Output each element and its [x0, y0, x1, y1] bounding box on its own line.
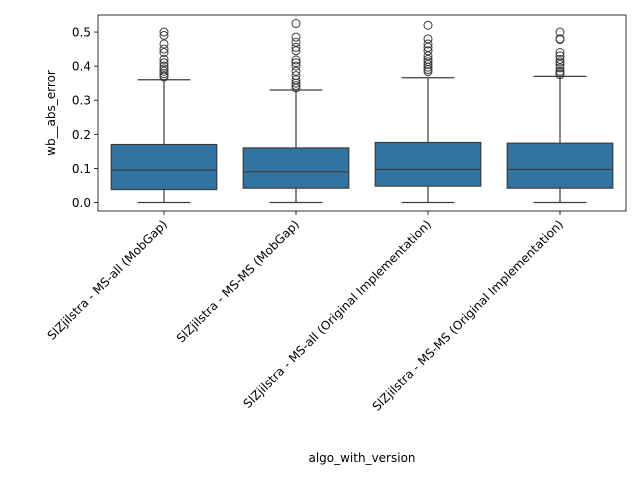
outlier-point	[555, 54, 565, 64]
boxes-layer	[110, 19, 614, 204]
outlier-point	[159, 39, 169, 49]
outlier-point	[423, 57, 433, 67]
outlier-point	[291, 58, 301, 68]
outlier-point	[423, 20, 433, 30]
outlier-point	[555, 47, 565, 57]
y-tick-label: 0.0	[72, 196, 91, 210]
outlier-point	[159, 61, 169, 71]
outlier-point	[159, 66, 169, 76]
y-tick-label: 0.2	[72, 128, 91, 142]
box-group	[374, 20, 482, 204]
y-axis: 0.0 0.1 0.2 0.3 0.4 0.5	[72, 26, 98, 210]
outlier-point	[159, 47, 169, 57]
outlier-point	[291, 37, 301, 47]
box-group	[242, 19, 350, 204]
x-tick-label: SlZjilstra - MS-MS (MobGap)	[174, 217, 302, 345]
outlier-point	[555, 27, 565, 37]
outlier-point	[423, 54, 433, 64]
outlier-point	[291, 55, 301, 65]
outlier-point	[555, 57, 565, 67]
x-axis-label: algo_with_version	[308, 451, 415, 465]
outlier-point	[555, 51, 565, 61]
outlier-point	[291, 66, 301, 76]
outlier-point	[291, 32, 301, 42]
outlier-point	[291, 19, 301, 29]
outlier-point	[291, 75, 301, 85]
box-iqr	[110, 143, 218, 191]
outlier-point	[159, 30, 169, 40]
outlier-point	[423, 42, 433, 52]
y-tick-label: 0.1	[72, 162, 91, 176]
outlier-point	[291, 71, 301, 81]
box-iqr	[374, 141, 482, 187]
outlier-point	[159, 69, 169, 79]
y-tick-label: 0.3	[72, 94, 91, 108]
outlier-point	[159, 58, 169, 68]
y-tick-label: 0.4	[72, 60, 91, 74]
box-group	[110, 27, 218, 204]
x-axis: SlZjilstra - MS-all (MobGap) SlZjilstra -…	[45, 211, 566, 414]
outlier-point	[291, 78, 301, 88]
box-iqr	[242, 147, 350, 189]
x-tick-label: SlZjilstra - MS-all (MobGap)	[45, 217, 170, 342]
outlier-point	[291, 61, 301, 71]
outlier-point	[159, 44, 169, 54]
outlier-point	[555, 59, 565, 69]
outlier-point	[291, 42, 301, 52]
outlier-point	[159, 64, 169, 74]
outlier-point	[555, 34, 565, 44]
outlier-point	[555, 63, 565, 73]
outlier-point	[423, 39, 433, 49]
outlier-point	[423, 51, 433, 61]
outlier-point	[423, 34, 433, 44]
outlier-point	[159, 54, 169, 64]
y-axis-label: wb__abs_error	[44, 70, 58, 156]
outlier-point	[423, 59, 433, 69]
plot-frame	[97, 14, 627, 212]
outlier-point	[159, 27, 169, 37]
outlier-point	[291, 81, 301, 91]
box-iqr	[506, 142, 614, 189]
y-tick-label: 0.5	[72, 26, 91, 40]
outlier-point	[423, 46, 433, 56]
outlier-point	[291, 46, 301, 56]
box-group	[506, 27, 614, 204]
outlier-point	[555, 66, 565, 76]
